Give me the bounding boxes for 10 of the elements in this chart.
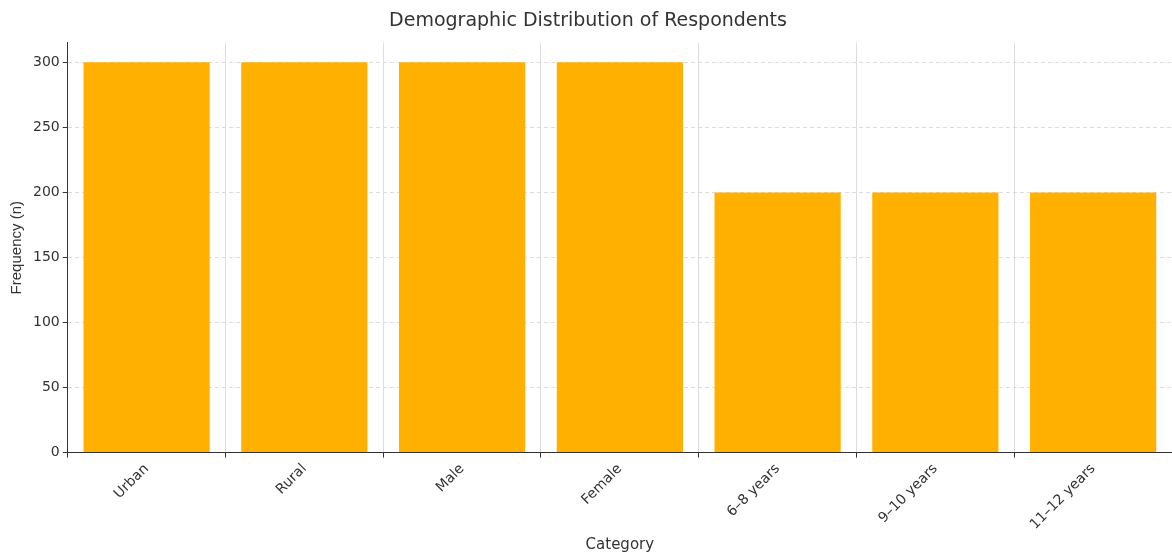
y-tick-label: 50 xyxy=(41,378,60,395)
chart-title: Demographic Distribution of Respondents xyxy=(389,8,787,31)
y-tick-label: 150 xyxy=(32,248,60,265)
y-tick-label: 100 xyxy=(32,313,60,330)
y-axis-title: Frequency (n) xyxy=(7,201,25,295)
y-tick-label: 0 xyxy=(50,443,60,460)
x-axis-title: Category xyxy=(585,534,655,553)
y-tick-label: 300 xyxy=(32,52,60,69)
y-tick-label: 200 xyxy=(32,183,60,200)
y-tick-label: 250 xyxy=(32,118,60,134)
